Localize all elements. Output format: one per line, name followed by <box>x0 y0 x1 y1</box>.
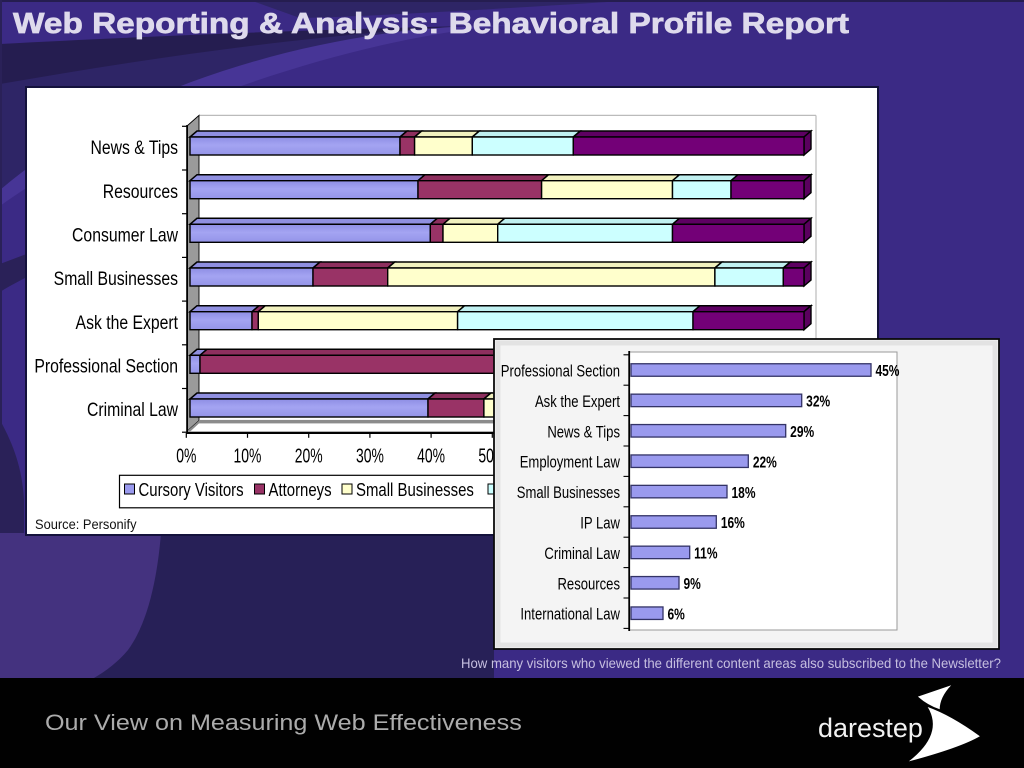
svg-text:Resources: Resources <box>557 575 620 594</box>
svg-text:Criminal Law: Criminal Law <box>544 544 620 563</box>
svg-text:11%: 11% <box>694 544 718 562</box>
svg-text:Small Businesses: Small Businesses <box>54 268 179 290</box>
svg-text:16%: 16% <box>721 513 745 531</box>
svg-text:Small Businesses: Small Businesses <box>517 484 621 503</box>
svg-text:29%: 29% <box>790 422 814 440</box>
svg-text:18%: 18% <box>731 483 755 501</box>
svg-text:Source: Personify: Source: Personify <box>35 517 137 533</box>
svg-text:News & Tips: News & Tips <box>90 137 178 159</box>
svg-text:20%: 20% <box>295 444 323 467</box>
svg-text:40%: 40% <box>417 444 445 467</box>
svg-text:45%: 45% <box>875 361 899 379</box>
svg-text:Ask the Expert: Ask the Expert <box>76 311 179 333</box>
svg-text:International Law: International Law <box>520 605 620 624</box>
svg-text:Small Businesses: Small Businesses <box>356 480 474 501</box>
svg-text:Resources: Resources <box>103 180 179 202</box>
svg-text:9%: 9% <box>683 574 701 592</box>
svg-text:IP Law: IP Law <box>580 514 620 533</box>
svg-text:News & Tips: News & Tips <box>547 423 620 442</box>
svg-text:darestep: darestep <box>818 713 923 743</box>
svg-text:6%: 6% <box>667 605 685 623</box>
svg-text:10%: 10% <box>234 444 262 467</box>
svg-text:32%: 32% <box>806 392 830 410</box>
svg-text:22%: 22% <box>753 453 777 471</box>
svg-text:Professional Section: Professional Section <box>34 355 178 377</box>
svg-text:Our View on Measuring Web Effe: Our View on Measuring Web Effectiveness <box>45 711 522 735</box>
svg-text:Consumer Law: Consumer Law <box>72 224 178 246</box>
svg-text:30%: 30% <box>356 444 384 467</box>
svg-text:Attorneys: Attorneys <box>269 480 332 501</box>
svg-text:Employment Law: Employment Law <box>520 453 620 472</box>
svg-text:Ask the Expert: Ask the Expert <box>535 392 621 411</box>
svg-text:Cursory Visitors: Cursory Visitors <box>139 480 244 501</box>
svg-text:Web Reporting & Analysis: Beha: Web Reporting & Analysis: Behavioral Pro… <box>13 7 850 39</box>
svg-text:Professional Section: Professional Section <box>501 362 620 381</box>
svg-text:0%: 0% <box>176 444 196 467</box>
svg-text:How many visitors who viewed t: How many visitors who viewed the differe… <box>461 656 1001 671</box>
svg-text:Criminal Law: Criminal Law <box>87 399 178 421</box>
